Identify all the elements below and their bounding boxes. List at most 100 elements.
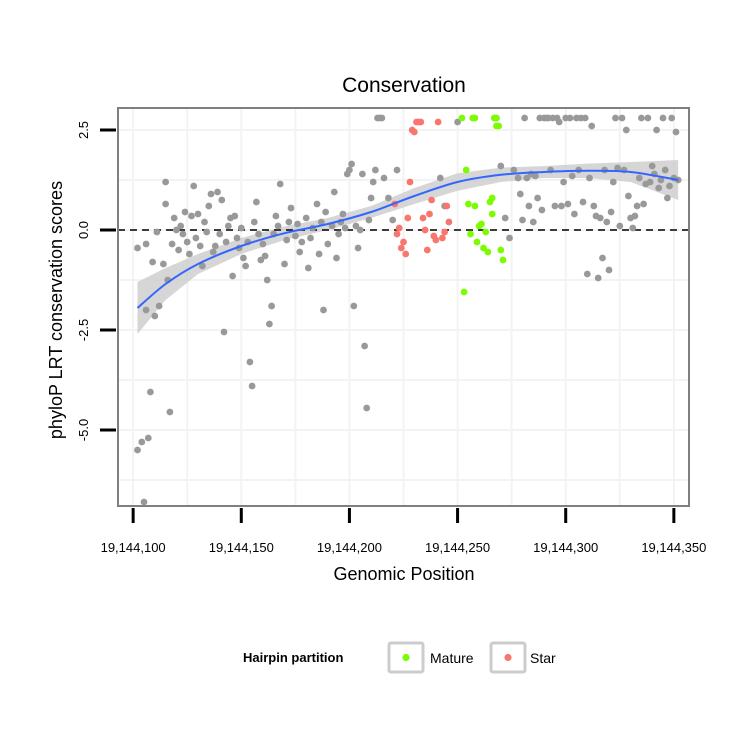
data-point-star [441, 228, 448, 236]
data-point-other [594, 274, 602, 282]
data-point-other [352, 222, 360, 230]
data-point-other [216, 230, 224, 238]
data-point-other [568, 172, 576, 180]
x-axis-title: Genomic Position [333, 564, 474, 584]
y-axis-title: phyloP LRT conservation scores [46, 181, 66, 439]
data-point-other [609, 178, 617, 186]
data-point-other [175, 246, 183, 254]
data-point-star [410, 128, 418, 136]
data-point-other [149, 258, 157, 266]
data-point-other [283, 236, 291, 244]
data-point-other [501, 214, 509, 222]
data-point-other [179, 230, 187, 238]
data-point-other [170, 214, 178, 222]
data-point-other [380, 174, 388, 182]
data-point-mature [493, 114, 500, 122]
data-point-other [625, 192, 632, 200]
data-point-other [631, 212, 639, 220]
data-point-other [261, 252, 269, 260]
data-point-other [304, 264, 312, 272]
data-point-other [588, 122, 596, 130]
data-point-other [369, 178, 377, 186]
data-point-other [320, 306, 327, 314]
x-tick-label: 19,144,100 [101, 540, 166, 555]
data-point-other [203, 228, 211, 236]
data-point-mature [458, 114, 466, 122]
data-point-mature [497, 246, 505, 254]
data-point-other [330, 188, 338, 196]
data-point-other [655, 184, 663, 192]
data-point-other [266, 320, 273, 328]
data-point-other [181, 208, 189, 216]
data-point-other [255, 230, 262, 238]
data-point-star [397, 244, 405, 252]
data-point-other [259, 240, 267, 248]
data-point-star [423, 246, 431, 254]
data-point-other [302, 214, 310, 222]
data-point-other [214, 188, 221, 196]
data-point-other [222, 238, 230, 246]
data-point-other [324, 240, 332, 248]
data-point-other [307, 234, 314, 242]
data-point-other [333, 254, 340, 262]
data-point-other [564, 200, 572, 208]
data-point-mature [484, 248, 492, 256]
data-point-other [583, 270, 591, 278]
data-point-other [579, 198, 587, 206]
legend: Hairpin partition Mature Star [243, 641, 556, 674]
smooth-trend-line [136, 169, 679, 309]
data-point-other [599, 254, 606, 262]
data-point-other [644, 114, 652, 122]
data-point-other [616, 222, 624, 230]
data-point-other [177, 222, 185, 230]
scatter-points [134, 114, 682, 506]
smooth-confidence-band [137, 160, 679, 334]
data-point-other [276, 180, 284, 188]
data-point-other [194, 210, 202, 218]
plot-panel [117, 107, 690, 507]
data-point-mature [462, 166, 470, 174]
data-point-other [294, 220, 301, 228]
data-point-other [558, 202, 565, 210]
data-point-other [237, 224, 245, 232]
data-point-star [393, 230, 401, 238]
data-point-other [454, 118, 461, 126]
data-point-other [666, 182, 673, 190]
data-point-other [263, 276, 271, 284]
legend-title: Hairpin partition [243, 650, 343, 665]
data-point-other [246, 358, 254, 366]
data-point-mature [460, 288, 468, 296]
data-point-star [421, 226, 429, 234]
data-point-other [389, 216, 397, 224]
data-point-other [292, 232, 299, 240]
data-point-other [296, 248, 304, 256]
data-point-other [220, 328, 228, 336]
data-point-other [378, 114, 386, 122]
data-point-other [322, 208, 329, 216]
data-point-other [586, 174, 593, 182]
data-point-other [147, 388, 154, 396]
data-point-other [367, 194, 375, 202]
x-tick-label: 19,144,300 [533, 540, 598, 555]
data-point-mature [465, 200, 472, 208]
data-point-star [426, 210, 433, 218]
data-point-other [359, 170, 366, 178]
x-tick-label: 19,144,150 [209, 540, 274, 555]
data-point-other [153, 228, 161, 236]
x-axis: 19,144,100 19,144,150 19,144,200 19,144,250… [101, 508, 706, 555]
data-point-other [551, 202, 559, 210]
data-point-other [224, 222, 232, 230]
data-point-other [519, 216, 526, 224]
data-point-other [140, 498, 148, 506]
data-point-other [173, 226, 180, 234]
data-point-other [596, 214, 604, 222]
y-tick-label: 0.0 [76, 221, 91, 239]
data-point-other [607, 208, 615, 216]
data-point-other [648, 162, 656, 170]
data-point-other [614, 164, 621, 172]
data-point-star [417, 118, 425, 126]
data-point-other [532, 172, 539, 180]
data-point-other [436, 174, 444, 182]
data-point-star [419, 214, 427, 222]
